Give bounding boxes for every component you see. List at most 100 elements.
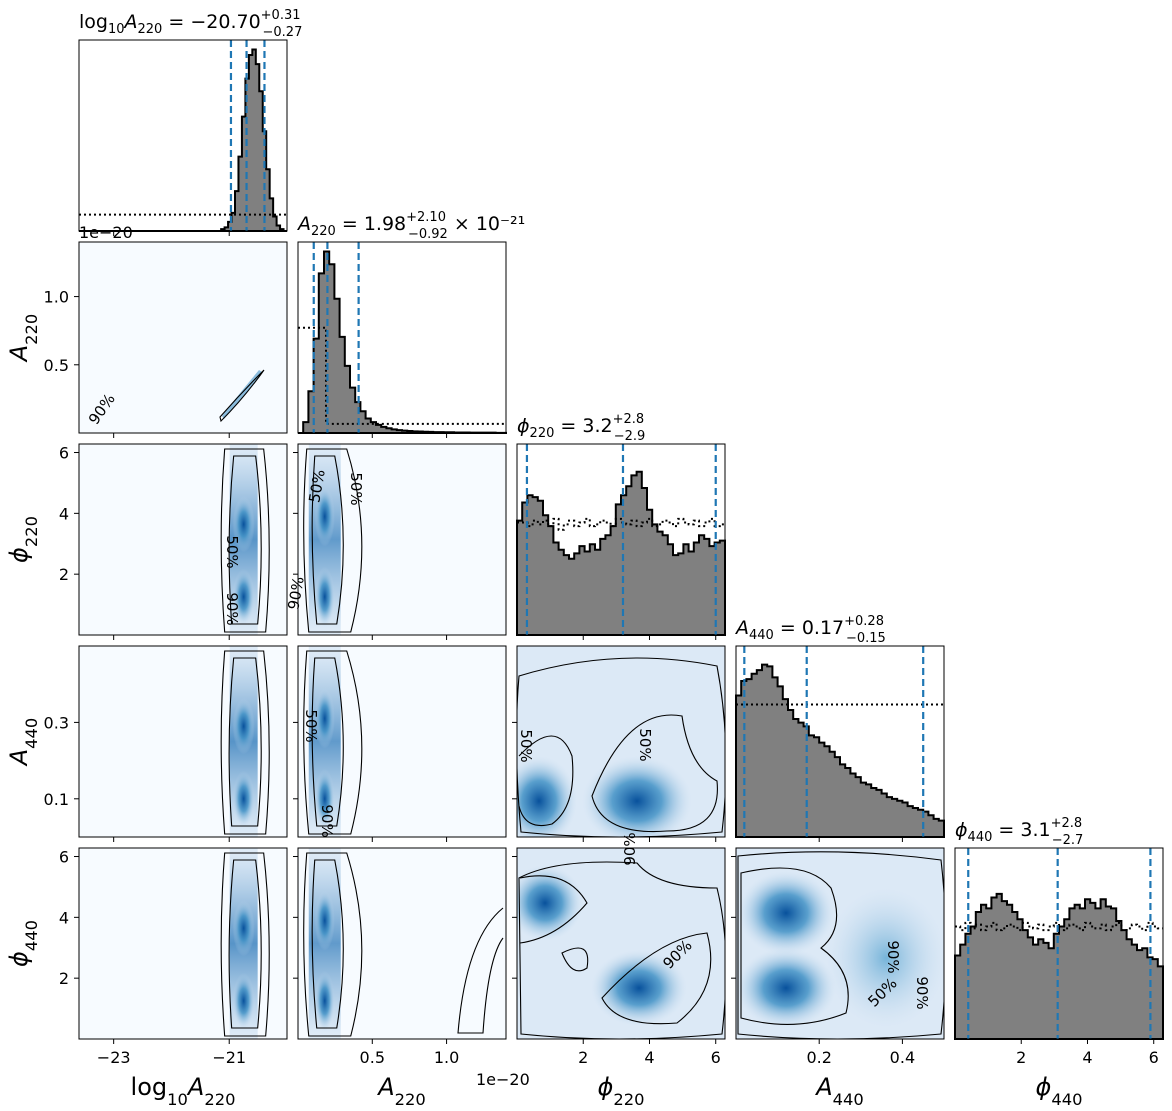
x-axis-label-A440: A440 [814,1073,864,1109]
contour-line [311,859,344,1029]
panel-frame [735,847,945,1040]
contour-line [561,947,589,972]
contour-label: 90% [284,575,308,611]
x-tick-label: 4 [644,1048,654,1067]
contour-line [311,657,344,827]
density-core [826,888,944,1028]
contour-label: 50% [517,729,535,762]
density-core [314,970,335,1031]
y-tick-label: 6 [59,444,69,463]
x-tick-label: 0.4 [890,1048,915,1067]
contours-phi440-vs-log10A220 [220,852,270,1037]
panel-frame [516,847,726,1040]
contour-line [303,650,363,835]
y-axis-label-A220: A220 [5,314,41,364]
contour-line [228,455,262,625]
panel-frame [78,241,288,434]
contours-phi220-vs-log10A220 [220,448,270,633]
y-tick-label: 4 [59,908,69,927]
prior-A220 [298,326,506,425]
density-core [232,698,255,755]
contour-label: 90% [621,832,639,865]
title-log10A220: log10A220 = −20.70+0.31 −0.27 [79,8,302,40]
panel-frame [78,847,288,1040]
contour-line [519,875,588,944]
title-A220: A220 = 1.98+2.10 −0.92 × 10⁻²¹ [296,210,525,242]
x-tick-label: 6 [711,1048,721,1067]
density-phi440-vs-A440 [736,848,944,1039]
density-core [232,770,255,827]
contours-A440-vs-phi220 [517,657,725,837]
panel-frame [78,443,288,636]
panel-frame [297,241,507,434]
y-tick-label: 6 [59,848,69,867]
y-axis-label-phi440: ϕ440 [5,920,41,967]
histogram-phi440 [954,892,1164,1040]
contour-line [228,657,262,827]
x-axis-label-phi220: ϕ220 [598,1073,645,1109]
contours-phi440-vs-A220 [303,852,504,1037]
y-axis-label-phi220: ϕ220 [5,516,41,563]
density-core [232,568,255,625]
title-A440: A440 = 0.17+0.28 −0.15 [734,614,886,646]
contour-line [303,852,363,1037]
contour-label: 50% [223,535,241,568]
contour-label: 90% [223,592,241,625]
y-tick-label: 0.5 [44,356,69,375]
density-phi440-vs-A220 [308,848,341,1039]
density-phi440-vs-log10A220 [229,848,258,1039]
density-core [314,486,335,547]
contour-line [311,455,344,625]
contour-line [220,448,270,633]
y-tick-label: 0.1 [44,790,69,809]
density-phi220-vs-A220 [308,444,341,635]
title-phi220: ϕ220 = 3.2+2.8 −2.9 [517,412,645,444]
panel-frame [78,645,288,838]
contour-line [220,852,270,1037]
x-axis-label-phi440: ϕ440 [1036,1073,1083,1109]
histogram-log10A220 [79,48,287,232]
panel-frame [78,39,288,232]
histogram-A220 [298,250,507,434]
x-tick-label: 6 [1149,1048,1159,1067]
x-axis-label-A220: A220 [376,1073,426,1109]
y-axis-label-A440: A440 [5,718,41,768]
x-axis-label-log10A220: log10A220 [131,1073,236,1109]
contour-line [219,369,265,423]
contour-line [228,859,262,1029]
density-core [736,948,836,1028]
x-tick-label: 0.2 [806,1048,831,1067]
contour-label: 50% [636,728,654,761]
density-core [517,865,583,941]
panel-frame [297,847,507,1040]
density-core [582,756,692,837]
contour-line [601,932,712,1025]
contour-line [220,650,270,835]
contours-phi220-vs-A220 [303,448,363,633]
density-core [314,768,335,829]
contour-line [303,448,363,633]
density-panel-bg [79,242,287,433]
contours-A220-vs-log10A220 [219,369,265,423]
x-tick-label: 2 [578,1048,588,1067]
contour-line [457,907,504,1034]
panel-frame [516,443,726,636]
contour-label: 90% [318,804,336,837]
contour-label: 50% [347,472,365,505]
prior-phi440 [955,921,1163,932]
y-offset-label: 1e−20 [79,223,133,242]
contour-line [591,714,718,833]
density-core [517,756,577,837]
y-tick-label: 1.0 [44,288,69,307]
density-A440-vs-phi220 [517,646,725,837]
x-tick-label: 2 [1016,1048,1026,1067]
prior-phi220 [517,517,725,531]
histogram-A440 [735,663,945,838]
density-A440-vs-A220 [308,646,341,837]
contour-label: 90% [913,976,931,1009]
density-core [738,871,834,955]
density-core [591,950,687,1026]
density-core [232,972,255,1029]
panel-frame [735,645,945,838]
